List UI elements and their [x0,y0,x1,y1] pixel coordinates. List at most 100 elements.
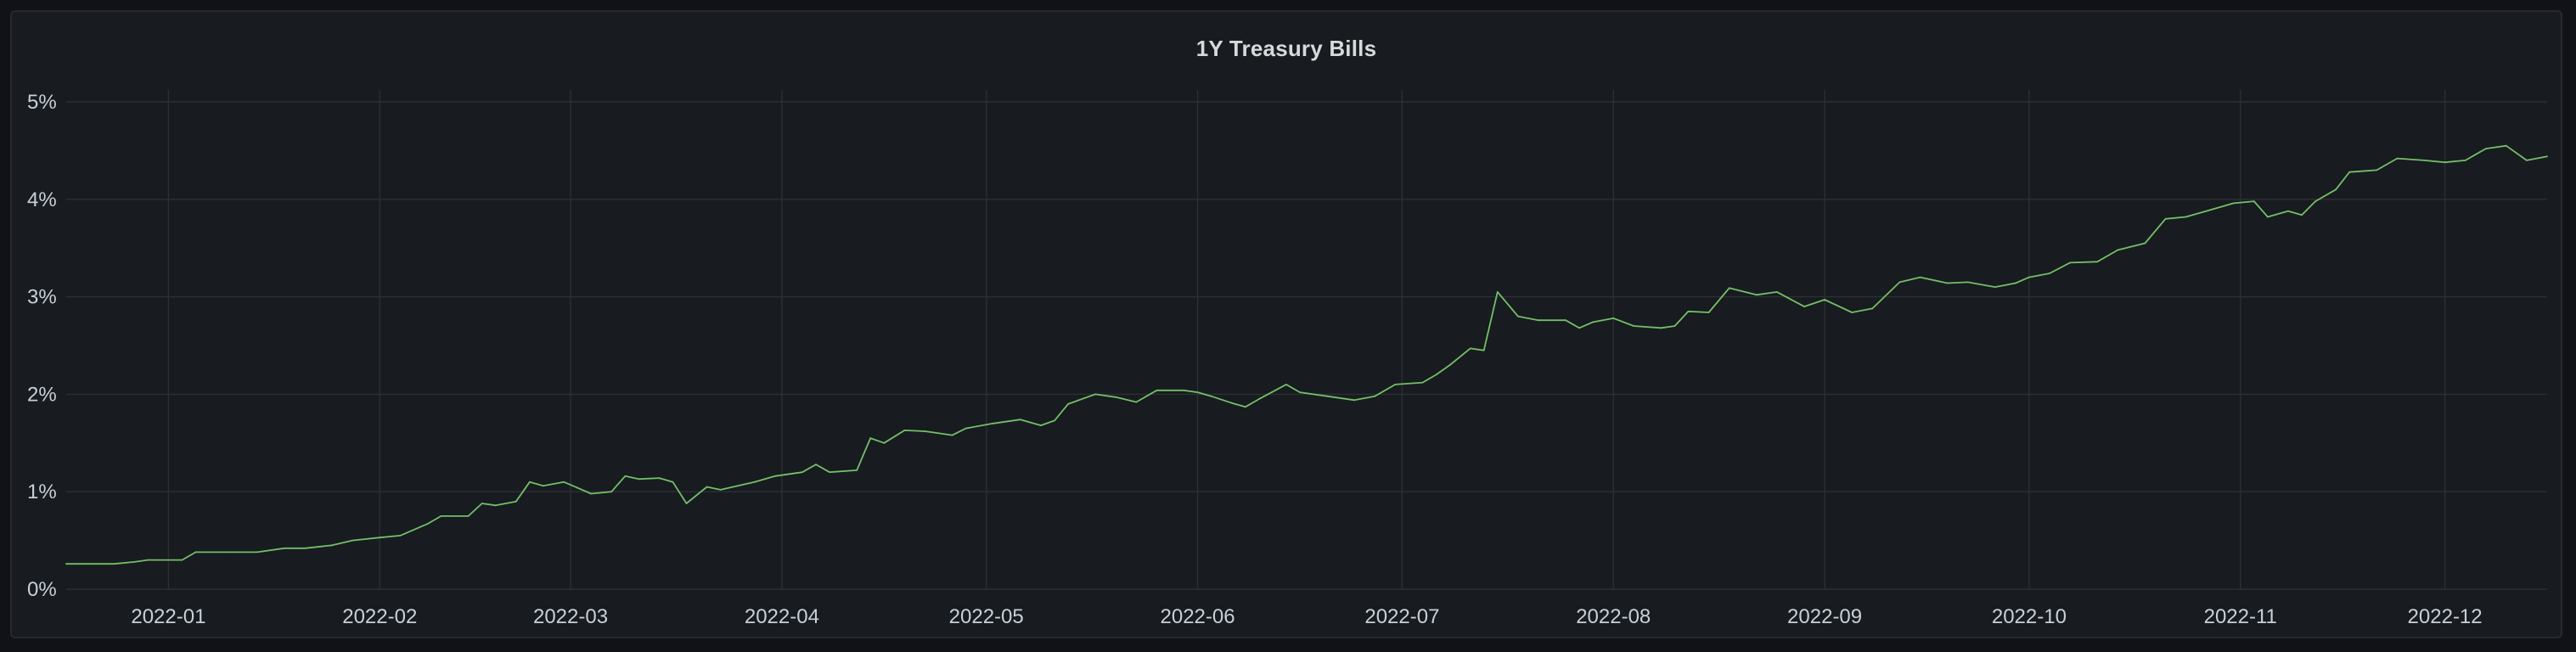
x-axis-labels: 2022-01 2022-02 2022-03 2022-04 2022-05 2022-… [131,605,2482,628]
data-point [65,563,67,565]
data-point [1156,389,1158,391]
data-point [1919,276,1921,278]
data-point [352,539,354,542]
x-tick-label: 2022-10 [1992,605,2067,628]
data-point [815,464,817,465]
data-point [1946,282,1949,284]
y-gridlines [66,101,2547,590]
data-point [2096,261,2099,263]
data-point [706,486,708,488]
data-point [1496,291,1499,293]
data-point [467,515,470,517]
data-point [2117,249,2119,251]
data-point [2376,169,2378,171]
x-tick-label: 2022-01 [131,605,205,628]
data-point [1054,419,1055,422]
data-point [1578,327,1580,329]
x-tick-label: 2022-12 [2408,605,2483,628]
data-point [610,491,613,493]
data-point [194,551,197,554]
data-point [256,551,258,554]
data-point [856,469,858,471]
data-point [2505,144,2507,147]
panel-title: 1Y Treasury Bills [1195,36,1377,61]
data-point [331,544,333,547]
data-point [1871,307,1874,310]
data-point [2015,282,2016,284]
data-point [2335,188,2337,191]
data-point [1612,318,1615,319]
data-point [1851,312,1853,313]
data-point [753,481,756,483]
data-point [829,471,830,474]
data-point [2267,216,2269,218]
data-point [543,485,544,487]
data-point [494,504,497,507]
data-point [672,481,674,483]
x-gridlines [167,90,2446,589]
data-point [1353,399,1356,402]
y-tick-label: 0% [27,578,57,601]
data-point [529,481,531,483]
data-point [1374,395,1376,397]
data-point [1469,347,1471,350]
data-point [2049,273,2050,274]
data-point [685,503,688,504]
data-point [2232,202,2235,205]
data-point [1244,406,1246,408]
data-point [1633,325,1635,327]
x-tick-label: 2022-07 [1364,605,1439,628]
data-point [1728,287,1730,289]
y-tick-label: 1% [27,481,57,503]
data-point [2526,160,2528,161]
data-point [774,475,776,477]
data-point [2164,217,2167,220]
data-point [2444,161,2446,164]
x-tick-label: 2022-03 [533,605,608,628]
data-point [1040,424,1042,426]
data-point [577,486,578,489]
x-tick-label: 2022-06 [1161,605,1235,628]
data-point [181,559,183,561]
data-point [1538,319,1539,322]
data-point [1994,286,1996,288]
data-point [481,503,483,504]
data-point [883,441,886,444]
y-tick-label: 5% [27,91,57,114]
data-point [2028,276,2030,278]
data-point [1019,419,1021,421]
data-point [903,430,906,431]
data-point [624,475,627,477]
data-point [2287,210,2289,212]
data-point [1135,401,1138,403]
data-point [1565,319,1566,322]
data-point [1183,389,1185,391]
data-point [1115,396,1117,398]
data-point [965,427,967,430]
y-axis-labels: 0% 1% 2% 3% 4% 5% [27,91,57,601]
data-point [1592,321,1595,323]
data-point [1394,384,1397,385]
data-point [2396,157,2399,160]
data-point [133,561,136,563]
data-point [1421,381,1424,384]
data-point [1687,310,1690,312]
data-point [147,559,149,561]
data-point [1707,312,1710,313]
data-point [1326,395,1328,397]
x-tick-label: 2022-04 [745,605,819,628]
data-point [2185,216,2187,218]
data-point [399,535,402,537]
data-point [1517,315,1519,318]
data-point [1230,402,1233,404]
y-tick-label: 3% [27,286,57,309]
x-tick-label: 2022-09 [1787,605,1862,628]
data-point [719,489,722,491]
data-point [1776,291,1778,293]
data-point [951,434,953,436]
data-point [2144,242,2146,244]
data-point [304,547,306,549]
data-point [2464,160,2466,161]
data-point [2253,200,2255,203]
data-point [113,563,115,565]
